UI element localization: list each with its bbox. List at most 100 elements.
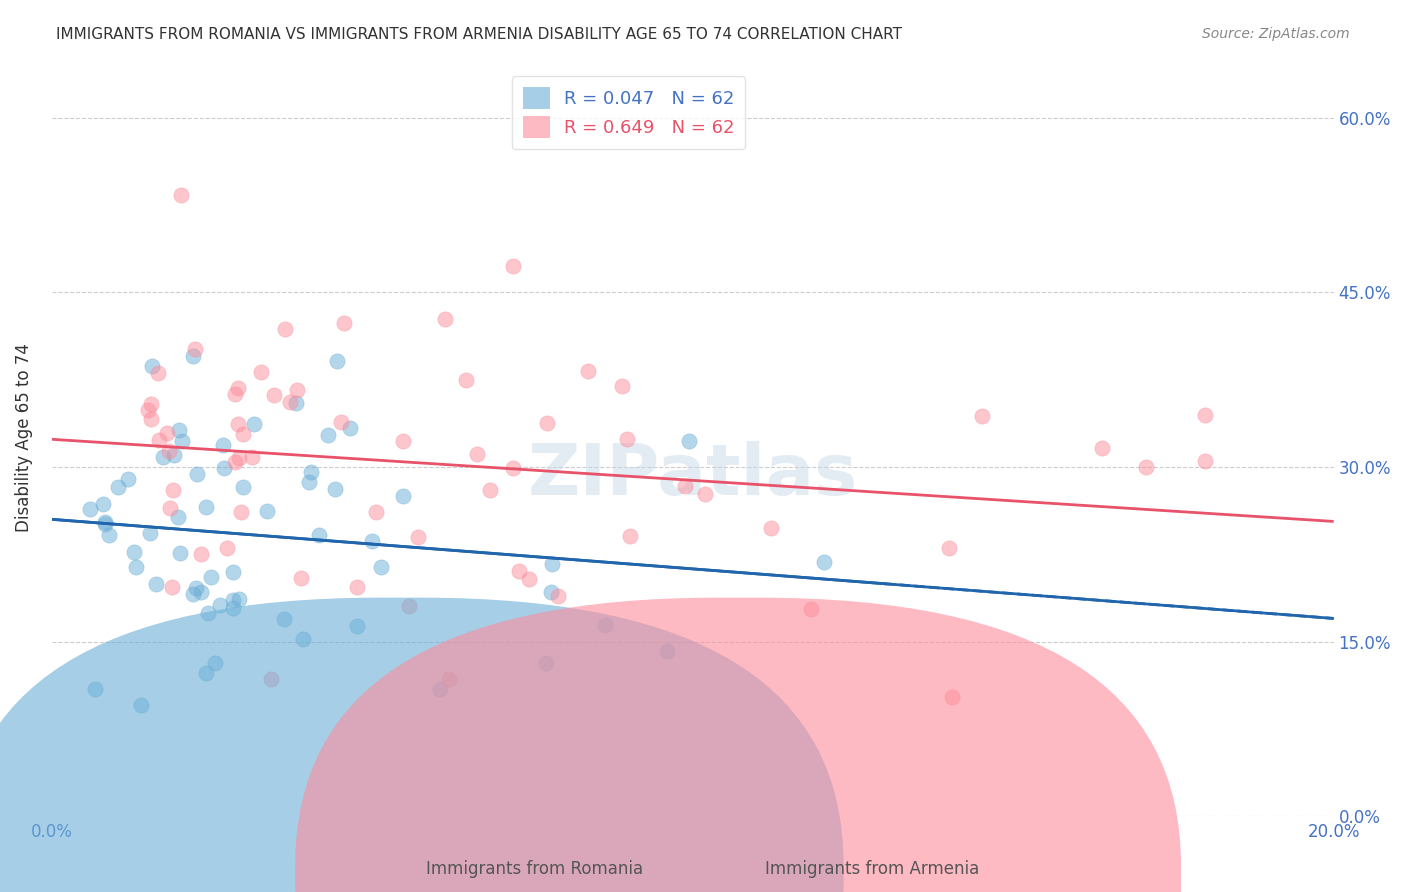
Text: Immigrants from Romania: Immigrants from Romania [426,860,643,878]
Point [370,559,392,574]
Point [107,480,129,494]
Point [360,533,382,548]
Point [330,415,353,429]
Point [502,461,524,475]
Point [208,598,231,612]
Text: IMMIGRANTS FROM ROMANIA VS IMMIGRANTS FROM ARMENIA DISABILITY AGE 65 TO 74 CORRE: IMMIGRANTS FROM ROMANIA VS IMMIGRANTS FR… [56,27,903,42]
Text: ZIPatlas: ZIPatlas [527,442,858,510]
Point [291,632,314,647]
Point [761,521,783,535]
Point [299,466,322,480]
Point [222,601,245,615]
Point [655,643,678,657]
Point [941,690,963,705]
Point [97,528,120,542]
Point [287,383,309,397]
Point [517,572,540,586]
Point [316,428,339,442]
Point [240,450,263,464]
Point [308,528,330,542]
Point [695,487,717,501]
Point [212,438,235,452]
Point [1194,453,1216,467]
Point [541,557,564,571]
Point [141,359,163,373]
Point [162,483,184,498]
Point [1194,408,1216,422]
Point [242,417,264,431]
Point [619,529,641,543]
Point [465,447,488,461]
Point [364,505,387,519]
Y-axis label: Disability Age 65 to 74: Disability Age 65 to 74 [15,343,32,533]
Point [228,451,250,466]
Point [184,581,207,595]
Point [166,510,188,524]
Point [406,530,429,544]
Point [274,322,297,336]
Point [228,591,250,606]
Point [232,427,254,442]
Point [226,417,249,432]
Point [224,455,246,469]
Point [139,397,162,411]
Point [273,612,295,626]
Point [172,434,194,448]
Point [204,656,226,670]
Point [576,364,599,378]
Point [938,541,960,555]
Point [508,564,530,578]
Point [434,312,457,326]
Point [673,479,696,493]
Point [429,682,451,697]
Point [678,434,700,449]
Point [91,496,114,510]
Point [145,577,167,591]
Point [156,425,179,440]
Point [200,570,222,584]
Point [260,673,283,687]
Point [222,565,245,579]
Point [160,580,183,594]
Point [263,388,285,402]
Point [124,544,146,558]
Point [285,396,308,410]
Point [593,618,616,632]
Point [224,387,246,401]
Point [159,501,181,516]
Point [479,483,502,498]
Point [139,525,162,540]
Point [800,601,823,615]
Point [326,353,349,368]
Point [456,374,478,388]
Point [125,560,148,574]
Point [1135,460,1157,475]
Point [184,342,207,356]
Point [129,698,152,713]
Point [972,409,994,423]
Point [152,450,174,465]
Point [339,421,361,435]
Point [159,444,181,458]
Point [278,395,301,409]
Point [190,547,212,561]
Text: Immigrants from Armenia: Immigrants from Armenia [765,860,979,878]
Point [1091,441,1114,455]
Point [290,571,312,585]
Point [616,432,638,446]
Point [333,316,356,330]
Point [813,555,835,569]
Point [148,433,170,447]
Point [323,482,346,496]
Point [250,366,273,380]
Point [163,448,186,462]
Point [221,593,243,607]
Point [536,416,558,430]
Point [190,585,212,599]
Point [148,367,170,381]
Point [117,472,139,486]
Point [79,502,101,516]
Point [194,500,217,514]
Point [346,580,368,594]
Point [398,599,420,613]
